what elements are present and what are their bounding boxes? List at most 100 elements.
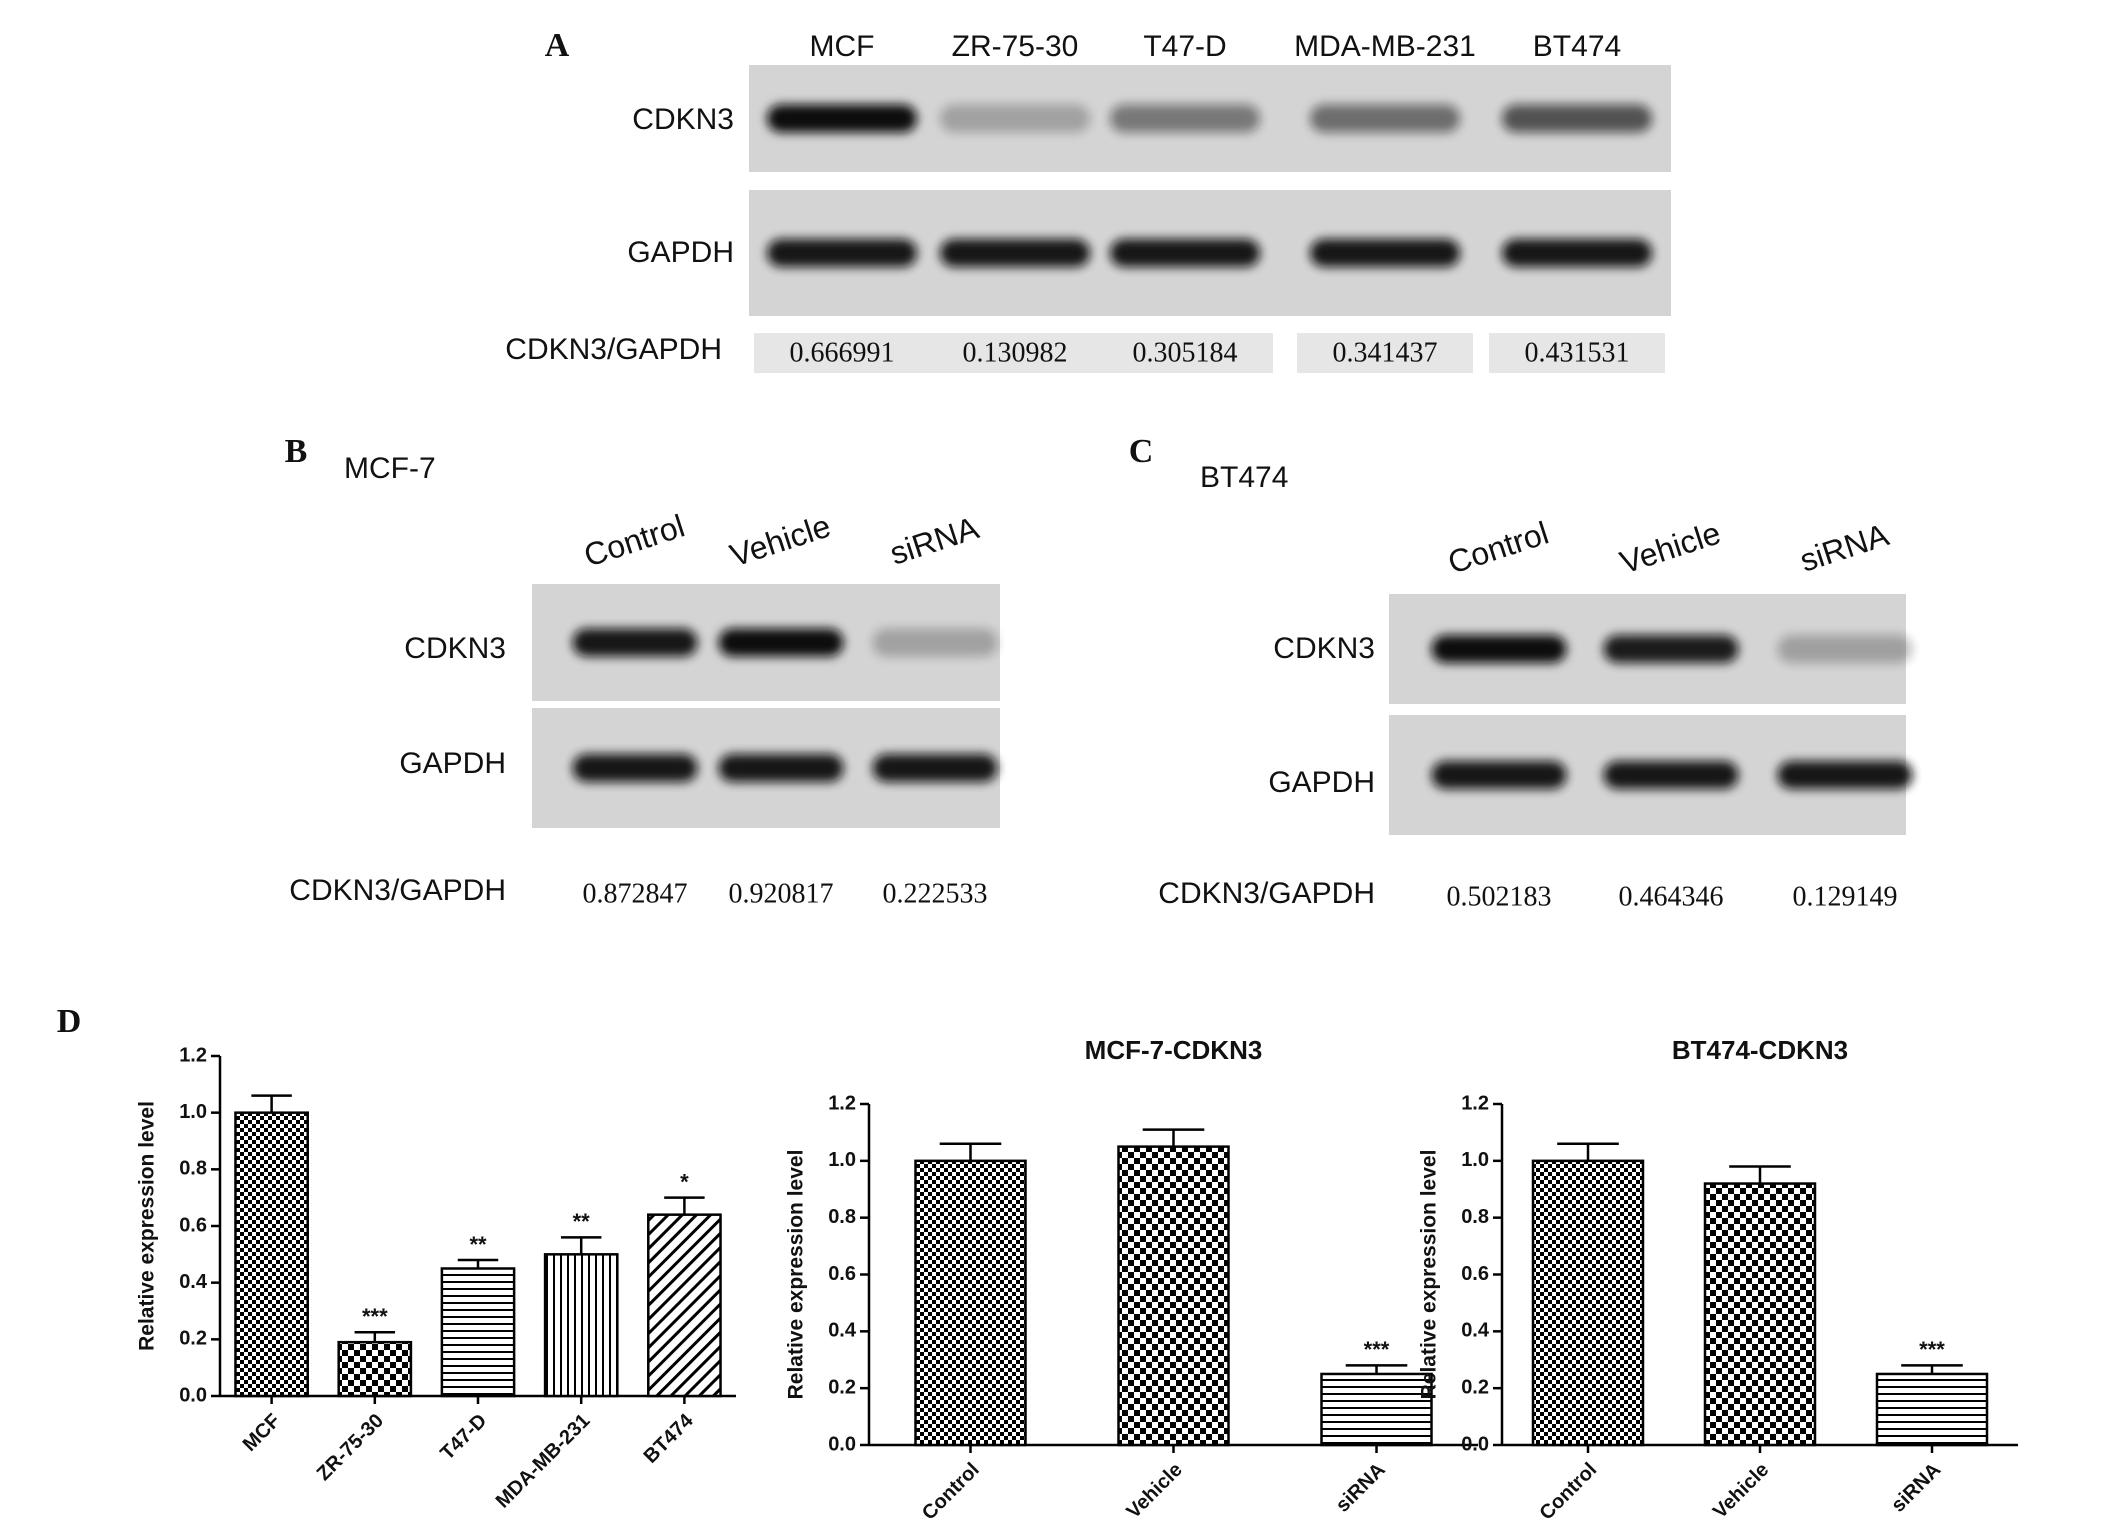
chart-title: BT474-CDKN3 [1672,1035,1848,1065]
band [1777,635,1913,663]
lane-label: BT474 [1533,30,1621,63]
row-label: CDKN3 [404,632,506,665]
significance: *** [1364,1337,1390,1362]
band [1110,239,1260,267]
y-tick-label: 1.2 [828,1092,856,1114]
band [1431,761,1567,789]
y-tick-label: 0.4 [1461,1320,1490,1342]
lane-label: ZR-75-30 [952,30,1079,63]
panel-letter: A [545,27,570,64]
y-tick-label: 0.8 [828,1206,856,1228]
row-label: CDKN3 [632,103,734,136]
y-tick-label: 0.4 [179,1271,208,1293]
bar [647,1213,722,1398]
y-tick-label: 1.2 [1461,1092,1489,1114]
band [1431,635,1567,663]
y-tick-label: 0.0 [179,1384,207,1406]
significance: *** [1919,1337,1945,1362]
ratio-label: CDKN3/GAPDH [1158,877,1375,910]
y-tick-label: 0.0 [1461,1433,1489,1455]
significance: ** [573,1209,591,1234]
lane-label: MCF [810,30,875,63]
band [1310,239,1460,267]
bar [440,1267,516,1398]
significance: * [680,1169,689,1194]
y-tick-label: 0.0 [828,1433,856,1455]
bar [234,1111,309,1398]
band [1603,635,1739,663]
lane-label: T47-D [1143,30,1226,63]
ratio-value: 0.222533 [883,878,988,909]
ratio-value: 0.920817 [729,878,834,909]
bar [337,1340,413,1398]
band [940,104,1090,133]
ratio-value: 0.502183 [1447,881,1552,912]
chart-title: MCF-7-CDKN3 [1085,1035,1263,1065]
y-tick-label: 0.6 [828,1263,856,1285]
ratio-value: 0.666991 [790,337,895,368]
band [718,754,844,782]
band [1777,761,1913,789]
y-tick-label: 1.0 [1461,1149,1489,1171]
y-tick-label: 0.8 [179,1158,207,1180]
row-label: GAPDH [1268,766,1375,799]
lane-label: MDA-MB-231 [1294,30,1476,63]
bar [1320,1372,1433,1447]
panel-letter: C [1129,433,1154,470]
ratio-value: 0.305184 [1133,337,1238,368]
band [1310,104,1460,133]
band [1502,104,1652,133]
band [1603,761,1739,789]
y-tick-label: 0.6 [179,1214,207,1236]
ratio-cell [1489,333,1665,373]
y-tick-label: 1.0 [179,1101,207,1123]
significance: *** [362,1304,388,1329]
ratio-cell [927,333,1103,373]
bar [543,1253,619,1398]
ratio-label: CDKN3/GAPDH [289,874,506,907]
y-tick-label: 0.8 [1461,1206,1489,1228]
band [1502,239,1652,267]
bar [1531,1159,1645,1447]
ratio-cell [1297,333,1473,373]
band [767,239,917,267]
cell-line: BT474 [1200,461,1288,494]
bar [914,1159,1027,1447]
y-tick-label: 1.0 [828,1149,856,1171]
band [572,754,698,782]
bar [1117,1145,1230,1447]
ratio-label: CDKN3/GAPDH [505,333,722,366]
significance: ** [469,1232,487,1257]
y-tick-label: 0.6 [1461,1263,1489,1285]
y-tick-label: 1.2 [179,1044,207,1066]
ratio-value: 0.341437 [1333,337,1438,368]
ratio-cell [754,333,930,373]
y-tick-label: 0.2 [1461,1376,1489,1398]
ratio-value: 0.130982 [963,337,1068,368]
band [767,104,917,133]
bar [1703,1182,1817,1447]
row-label: CDKN3 [1273,632,1375,665]
panel-letter: B [285,433,308,470]
y-tick-label: 0.2 [828,1376,856,1398]
y-axis-label: Relative expression level [785,1150,808,1400]
band [872,628,998,657]
row-label: GAPDH [627,236,734,269]
y-axis-label: Relative expression level [136,1101,159,1351]
bar [1875,1372,1989,1447]
row-label: GAPDH [399,747,506,780]
band [872,754,998,782]
band [718,628,844,657]
ratio-value: 0.129149 [1793,881,1898,912]
ratio-value: 0.872847 [583,878,688,909]
cell-line: MCF-7 [344,452,436,485]
y-tick-label: 0.2 [179,1328,207,1350]
band [1110,104,1260,133]
y-tick-label: 0.4 [828,1320,857,1342]
ratio-cell [1097,333,1273,373]
ratio-value: 0.431531 [1525,337,1630,368]
panel-letter: D [57,1003,82,1040]
band [572,628,698,657]
band [940,239,1090,267]
